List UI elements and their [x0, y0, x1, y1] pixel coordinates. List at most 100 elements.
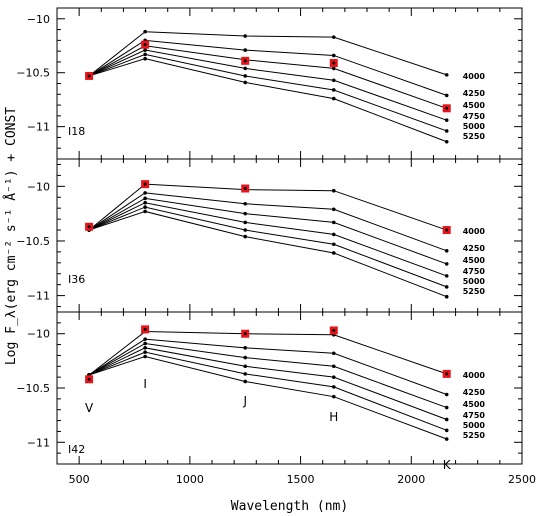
x-tick-label: 2500 [508, 473, 536, 486]
model-point [143, 52, 147, 57]
model-line-5000 [88, 53, 447, 132]
model-line-5000 [88, 206, 447, 288]
observed-point-center [87, 74, 91, 78]
temperature-label: 4500 [463, 256, 486, 265]
band-label-h: H [329, 410, 338, 424]
model-point [331, 251, 336, 255]
y-tick-label: −10.5 [16, 67, 50, 80]
x-axis-title: Wavelength (nm) [231, 499, 348, 514]
y-tick-label: −10 [27, 328, 50, 341]
model-point [444, 437, 449, 441]
model-point [444, 129, 449, 133]
observed-point-center [445, 372, 449, 376]
model-point [143, 48, 147, 52]
model-point [143, 350, 147, 354]
model-point [243, 220, 248, 225]
temperature-label: 4750 [463, 411, 486, 420]
x-tick-label: 1500 [287, 473, 315, 486]
model-point [331, 53, 336, 58]
temperature-label: 4000 [463, 227, 486, 236]
model-line-4000 [88, 31, 447, 77]
temperature-label: 5250 [463, 287, 486, 296]
model-point [444, 285, 449, 289]
model-point [143, 337, 147, 341]
model-point [444, 294, 449, 299]
panel-frame [56, 311, 523, 465]
model-point [143, 200, 147, 205]
y-tick-label: −10 [27, 180, 50, 193]
temperature-label: 5250 [463, 431, 486, 440]
model-point [331, 364, 336, 369]
y-axis-title: Log F_λ(erg cm⁻² s⁻¹ Å⁻¹) + CONST [3, 107, 19, 365]
panel-frame [56, 158, 523, 313]
y-tick-label: −10.5 [16, 382, 50, 395]
panel-label: I18 [68, 125, 85, 138]
model-point [143, 346, 147, 350]
model-point [331, 88, 336, 92]
model-point [143, 191, 147, 195]
model-point [331, 375, 336, 379]
temperature-label: 4750 [463, 267, 486, 276]
model-point [444, 139, 449, 144]
observed-point-center [243, 59, 247, 63]
observed-point-center [243, 332, 247, 336]
y-tick-label: −10.5 [16, 235, 50, 248]
model-point [331, 351, 336, 356]
model-point [331, 394, 336, 399]
temperature-label: 5000 [463, 421, 486, 430]
observed-point-center [87, 377, 91, 381]
temperature-label: 4500 [463, 101, 486, 110]
observed-point-center [243, 187, 247, 191]
model-point [331, 188, 336, 193]
y-tick-label: −11 [27, 436, 50, 449]
model-point [331, 35, 336, 39]
panel-label: I42 [68, 443, 85, 456]
model-line-5250 [88, 210, 447, 298]
model-point [143, 56, 147, 61]
observed-point-center [143, 43, 147, 47]
model-point [243, 228, 248, 232]
model-point [243, 364, 248, 369]
model-point [143, 209, 147, 214]
model-point [243, 211, 248, 216]
model-point [143, 354, 147, 359]
panel-frame [56, 7, 523, 160]
model-point [444, 428, 449, 433]
x-tick-label: 2000 [397, 473, 425, 486]
y-tick-label: −10 [27, 13, 50, 26]
model-point [331, 220, 336, 225]
model-point [444, 93, 449, 98]
model-point [444, 249, 449, 253]
observed-point-center [143, 182, 147, 186]
model-line-4000 [88, 183, 447, 231]
model-point [243, 34, 248, 38]
temperature-label: 4250 [463, 388, 486, 397]
observed-point-center [143, 327, 147, 331]
model-point [331, 207, 336, 212]
temperature-label: 5250 [463, 132, 486, 141]
model-point [444, 392, 449, 397]
model-point [143, 341, 147, 346]
temperature-label: 4500 [463, 400, 486, 409]
model-point [331, 232, 336, 237]
model-point [143, 29, 147, 34]
model-point [143, 196, 147, 201]
model-point [331, 96, 336, 101]
temperature-label: 4250 [463, 244, 486, 253]
model-line-4750 [88, 49, 447, 121]
model-point [331, 66, 336, 71]
model-line-4750 [88, 202, 447, 277]
temperature-label: 4000 [463, 72, 486, 81]
model-point [243, 372, 248, 376]
model-point [331, 242, 336, 247]
model-point [243, 202, 248, 206]
x-tick-label: 500 [69, 473, 90, 486]
model-point [444, 73, 449, 77]
model-point [243, 346, 248, 350]
observed-point-center [332, 328, 336, 332]
band-label-i: I [143, 377, 147, 391]
